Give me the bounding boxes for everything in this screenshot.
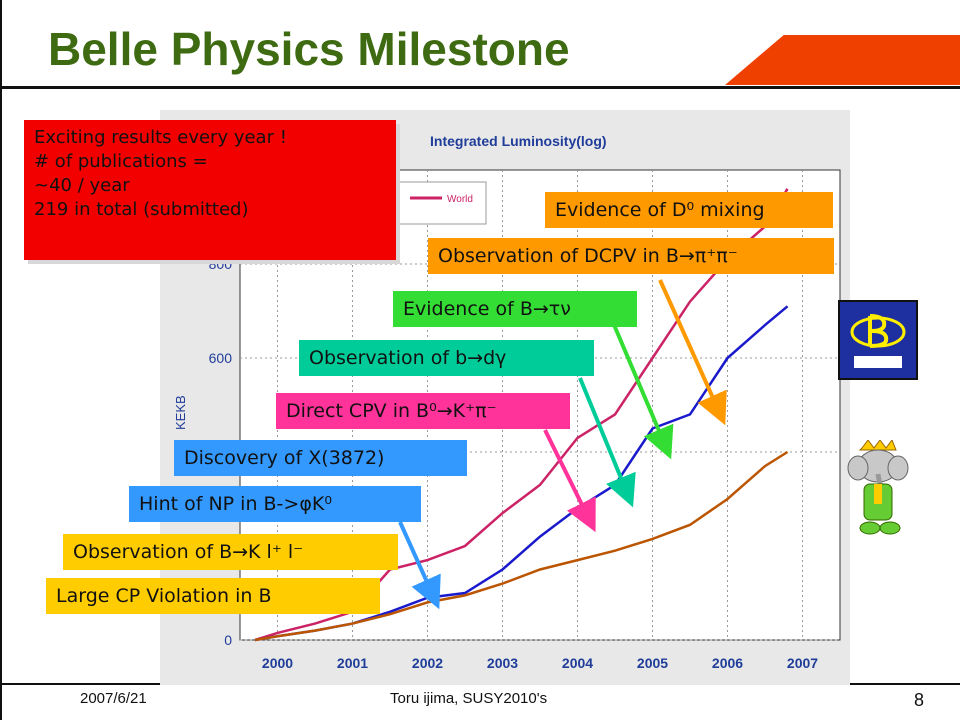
arrow-dcpv <box>658 279 727 426</box>
milestone-label: Evidence of B→τν <box>393 291 637 327</box>
arrow-np-hint <box>398 521 441 610</box>
chart-legend: World <box>397 181 487 225</box>
milestone-label: Observation of b→dγ <box>299 340 594 376</box>
footer-date: 2007/6/21 <box>80 690 147 707</box>
page-title: Belle Physics Milestone <box>48 23 570 75</box>
x-tick-label: 2003 <box>487 655 518 671</box>
legend-entry: World <box>447 194 473 205</box>
title-rule <box>0 86 960 89</box>
arrow-bdgamma <box>578 377 636 508</box>
milestone-label: Discovery of X(3872) <box>174 440 467 476</box>
milestone-label: Evidence of D⁰ mixing <box>545 192 833 228</box>
chart-title: Integrated Luminosity(log) <box>430 133 607 149</box>
milestone-label: Observation of DCPV in B→π⁺π⁻ <box>428 238 834 274</box>
info-line: # of publications = <box>34 151 208 172</box>
info-line: Exciting results every year ! <box>34 127 287 148</box>
series-line-2 <box>254 450 789 642</box>
x-tick-label: 2002 <box>412 655 443 671</box>
x-tick-label: 2005 <box>637 655 668 671</box>
arrow-btaunu <box>610 319 674 460</box>
info-line: 219 in total (submitted) <box>34 199 249 220</box>
milestone-label: Observation of B→K l⁺ l⁻ <box>63 534 398 570</box>
arrow-direct-cpv <box>543 429 596 533</box>
y-tick-label: 0 <box>224 632 232 648</box>
info-line: ~40 / year <box>34 175 130 196</box>
legend-box <box>397 181 487 225</box>
left-rule <box>0 0 2 720</box>
x-tick-label: 2007 <box>787 655 818 671</box>
x-tick-label: 2001 <box>337 655 368 671</box>
y-tick-label: 600 <box>209 350 233 366</box>
elephant-mascot-icon <box>847 438 909 535</box>
x-tick-label: 2006 <box>712 655 743 671</box>
milestone-label: Direct CPV in B⁰→K⁺π⁻ <box>276 393 570 429</box>
y-tick-label: 800 <box>209 256 233 272</box>
footer-author: Toru ijima, SUSY2010's <box>390 690 548 707</box>
milestone-label: Large CP Violation in B <box>46 578 380 614</box>
milestone-label: Hint of NP in B->φK⁰ <box>129 486 421 522</box>
series-line-0 <box>254 188 789 642</box>
x-tick-label: 2004 <box>562 655 593 671</box>
page-number: 8 <box>914 690 925 710</box>
publication-info-box: Exciting results every year ! # of publi… <box>24 120 396 260</box>
mascot-elephant-image <box>838 438 918 540</box>
belle-logo-mark <box>850 314 906 368</box>
y-axis-label: KEKB <box>173 395 188 430</box>
belle-logo <box>838 300 918 380</box>
x-tick-label: 2000 <box>262 655 293 671</box>
